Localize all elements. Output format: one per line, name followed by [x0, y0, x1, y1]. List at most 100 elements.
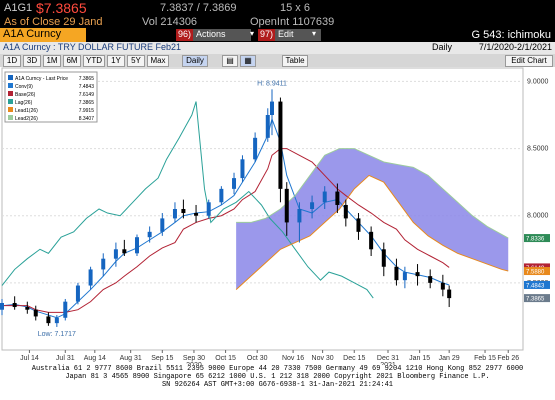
candle-body: [253, 137, 258, 160]
close-bar: As of Close 29 Jand Vol 214306 OpenInt 1…: [0, 16, 555, 28]
candle-body: [160, 218, 165, 232]
volume: Vol 214306: [142, 16, 198, 28]
candle-body: [356, 218, 361, 232]
description-bar: A1A Curncy : TRY DOLLAR FUTURE Feb21 Dai…: [0, 42, 555, 54]
candle-body: [240, 159, 245, 179]
range-button[interactable]: 3D: [23, 55, 41, 67]
edit-button[interactable]: Edit: [275, 29, 321, 41]
candle-body: [269, 101, 274, 115]
actions-num: 96): [176, 29, 194, 41]
x-tick-label: Aug 14: [84, 355, 106, 362]
description: A1A Curncy : TRY DOLLAR FUTURE Feb21: [3, 42, 182, 52]
footer: Australia 61 2 9777 8600 Brazil 5511 239…: [0, 365, 555, 400]
candle-body: [12, 303, 17, 308]
range-button[interactable]: YTD: [83, 55, 105, 67]
range-button[interactable]: Max: [147, 55, 169, 67]
table-button[interactable]: Table: [282, 55, 308, 67]
actions-caret: ▾: [250, 29, 255, 38]
price-tag-label: 7.3865: [526, 297, 545, 303]
edit-chart-button[interactable]: Edit Chart: [505, 55, 553, 67]
candle-body: [219, 188, 224, 203]
legend-swatch: [8, 99, 13, 104]
candle-body: [343, 204, 348, 219]
annotation: H: 8.9411: [257, 80, 287, 87]
legend-box: [4, 71, 98, 123]
legend-value: 7.4843: [79, 84, 95, 90]
candle-body: [335, 191, 340, 205]
legend-swatch: [8, 115, 13, 120]
candle-body: [25, 307, 30, 310]
icon-button[interactable]: ▦: [240, 55, 256, 67]
candle-body: [181, 209, 186, 214]
annotation: Low: 7.1717: [38, 331, 76, 338]
candle-body: [297, 209, 302, 223]
icon-button[interactable]: ▤: [222, 55, 238, 67]
price: $7.3865: [36, 0, 87, 16]
legend-swatch: [8, 91, 13, 96]
legend-label: Lead2(26): [15, 116, 38, 122]
legend-value: 7.9915: [79, 108, 95, 114]
x-tick-label: Aug 31: [120, 355, 142, 362]
ticker: A1G1: [4, 2, 33, 14]
candle-body: [63, 301, 68, 318]
x-tick-label: Sep 30: [183, 355, 205, 362]
quote-bar: A1G1 $7.3865 7.3837 / 7.3869 15 x 6: [0, 0, 555, 16]
year-label: 2021: [380, 362, 396, 365]
period: Daily: [432, 42, 453, 52]
candle-body: [122, 249, 127, 254]
candle-body: [75, 285, 80, 302]
x-tick-label: Dec 31: [377, 355, 399, 362]
range-button[interactable]: 1D: [3, 55, 21, 67]
series-line: [236, 148, 509, 239]
footer-line: SN 926264 AST GMT+3:00 G676-6938-1 31-Ja…: [161, 381, 394, 389]
open-interest: OpenInt 1107639: [250, 16, 335, 28]
candle-body: [113, 249, 118, 259]
x-tick-label: Jul 14: [20, 355, 39, 362]
candle-body: [206, 202, 211, 216]
candle-body: [415, 272, 420, 277]
candle-body: [394, 266, 399, 281]
series-line: [1, 117, 450, 319]
year-label: 2020: [186, 362, 202, 365]
price-tag: [524, 294, 550, 303]
range-button[interactable]: 5Y: [127, 55, 145, 67]
legend-label: Base(26): [15, 92, 36, 98]
x-tick-label: Nov 16: [282, 355, 304, 362]
legend-swatch: [8, 75, 13, 80]
y-tick-label: 9.0000: [527, 78, 549, 85]
size: 15 x 6: [280, 2, 310, 14]
command-bar: A1A Curncy 96) Actions ▾ 97) Edit ▾ G 54…: [0, 28, 555, 42]
candle-body: [381, 249, 386, 267]
range-button[interactable]: 6M: [63, 55, 81, 67]
x-tick-label: Sep 15: [151, 355, 173, 362]
x-tick-label: Feb 15: [474, 355, 496, 362]
security[interactable]: A1A Curncy: [0, 28, 86, 42]
edit-caret: ▾: [312, 29, 317, 38]
candle-body: [232, 178, 237, 189]
candle-body: [101, 258, 106, 270]
x-tick-label: Nov 30: [312, 355, 334, 362]
candle-body: [54, 317, 59, 324]
price-tag-label: 7.8336: [526, 237, 545, 243]
series-line: [2, 148, 450, 313]
toolbar: Daily ▤ ▦ Table Edit Chart 1D 3D 1M 6M YTD 1Y…: [0, 54, 555, 67]
x-tick-label: Oct 30: [247, 355, 268, 362]
price-tag: [524, 234, 550, 243]
series-line: [1, 101, 374, 299]
candle-body: [0, 303, 4, 310]
candle-body: [33, 309, 38, 317]
x-tick-label: Feb 26: [497, 355, 519, 362]
range-button[interactable]: 1M: [43, 55, 61, 67]
x-tick-label: Jan 15: [409, 355, 430, 362]
legend-label: Conv(9): [15, 84, 33, 90]
footer-line: Australia 61 2 9777 8600 Brazil 5511 239…: [31, 365, 524, 373]
legend-value: 8.3407: [79, 116, 95, 122]
legend-swatch: [8, 83, 13, 88]
range-button[interactable]: 1Y: [107, 55, 125, 67]
legend-swatch: [8, 107, 13, 112]
candle-body: [278, 101, 283, 189]
y-tick-label: 8.5000: [527, 146, 549, 153]
actions-button[interactable]: Actions: [193, 29, 251, 41]
frequency[interactable]: Daily: [182, 55, 208, 67]
